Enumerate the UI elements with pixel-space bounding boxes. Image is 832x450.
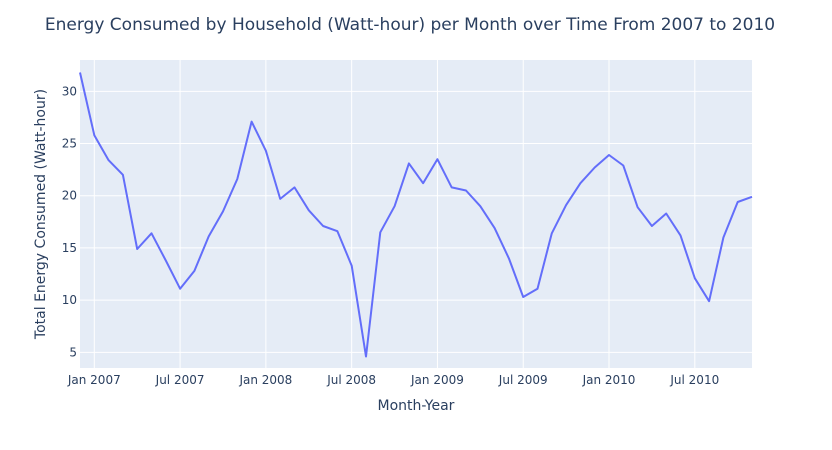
series-layer [79, 72, 753, 358]
x-tick-label: Jan 2010 [582, 373, 636, 387]
series-line [79, 72, 753, 358]
y-tick-label: 25 [62, 137, 77, 151]
x-tick-label: Jan 2009 [410, 373, 464, 387]
y-tick-label: 15 [62, 241, 77, 255]
x-axis-title: Month-Year [378, 398, 455, 414]
x-tick-label: Jul 2007 [155, 373, 205, 387]
x-tick-label: Jul 2009 [498, 373, 548, 387]
y-tick-label: 30 [62, 84, 77, 98]
chart-title: Energy Consumed by Household (Watt-hour)… [45, 15, 775, 35]
y-tick-label: 5 [69, 345, 77, 359]
x-tick-label: Jul 2008 [326, 373, 376, 387]
x-axis: Jan 2007 Jul 2007 Jan 2008 Jul 2008 Jan 2009… [67, 373, 719, 387]
x-tick-label: Jul 2010 [669, 373, 719, 387]
plot-area [80, 60, 752, 368]
y-axis: 5 10 15 20 25 30 [62, 84, 77, 359]
x-tick-label: Jan 2008 [238, 373, 292, 387]
y-axis-title: Total Energy Consumed (Watt-hour) [33, 89, 49, 340]
y-tick-label: 10 [62, 293, 77, 307]
x-tick-label: Jan 2007 [67, 373, 121, 387]
grid [80, 60, 752, 368]
y-tick-label: 20 [62, 189, 77, 203]
